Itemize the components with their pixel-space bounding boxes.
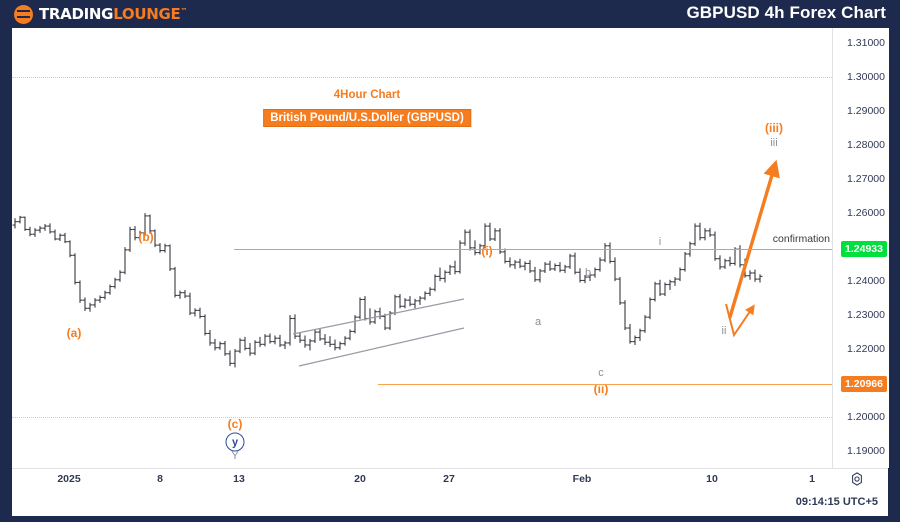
app-header: TRADINGLOUNGE™ GBPUSD 4h Forex Chart: [0, 0, 900, 28]
gridline: [12, 417, 832, 419]
clock-label: 09:14:15 UTC+5: [795, 496, 878, 508]
support-price-badge[interactable]: 1.20966: [841, 376, 887, 393]
wave-label: i: [658, 236, 662, 248]
plot-svg: [12, 159, 780, 368]
tradinglounge-logo-icon: [14, 4, 33, 24]
brand-word-primary: TRADING: [39, 5, 114, 23]
y-axis-tick: 1.28000: [847, 139, 885, 152]
status-bar: 09:14:15 UTC+5: [12, 490, 888, 516]
y-axis-tick: 1.19000: [847, 445, 885, 457]
chart-timeframe-label: 4Hour Chart: [333, 89, 401, 101]
y-axis-tick: 1.24000: [847, 275, 885, 288]
brand-logo[interactable]: TRADINGLOUNGE™: [14, 3, 187, 25]
gridline: [12, 77, 832, 79]
y-axis-tick: 1.31000: [847, 37, 885, 50]
wave-label: (a): [66, 326, 82, 340]
wave-label: Y: [231, 450, 239, 462]
y-axis-tick: 1.30000: [847, 71, 885, 84]
wedge-upper: [292, 298, 465, 335]
wave-label: (b): [138, 230, 154, 244]
chart-panel: 4Hour Chart British Pound/U.S.Doller (GB…: [12, 28, 889, 491]
x-axis-tick: 8: [157, 473, 163, 485]
wave-label-circle-y: y: [225, 432, 245, 452]
x-axis-tick: Feb: [572, 473, 592, 485]
brand-trademark: ™: [180, 7, 188, 15]
gear-icon[interactable]: [850, 472, 864, 491]
x-axis-tick: 20: [354, 473, 366, 485]
plot-area[interactable]: 4Hour Chart British Pound/U.S.Doller (GB…: [12, 28, 832, 468]
wave-label: b: [584, 267, 592, 279]
support-line[interactable]: [378, 384, 832, 386]
x-axis-tick: 1: [809, 473, 815, 485]
y-axis-tick: 1.27000: [847, 173, 885, 186]
x-axis[interactable]: 2025 8 13 20 27 Feb 10 1: [12, 468, 888, 491]
y-axis-tick: 1.23000: [847, 309, 885, 322]
x-axis-tick: 10: [706, 473, 718, 485]
wave-label: (B): [227, 466, 244, 468]
x-axis-tick: 2025: [57, 473, 81, 485]
wave-label: iii: [770, 137, 778, 149]
page-title: GBPUSD 4h Forex Chart: [686, 3, 886, 22]
wave-label: (ii): [593, 382, 609, 396]
y-axis-tick: 1.22000: [847, 343, 885, 356]
wedge-lower: [298, 327, 465, 367]
y-axis-tick: 1.29000: [847, 105, 885, 118]
ohlc-bar-series: [12, 213, 763, 368]
y-axis[interactable]: 1.31000 1.30000 1.29000 1.28000 1.27000 1.260…: [832, 28, 889, 468]
y-axis-tick: 1.26000: [847, 207, 885, 220]
y-axis-tick: 1.20000: [847, 411, 885, 424]
wave-label: (i): [481, 244, 493, 258]
impulse-projection-arrow: [728, 159, 780, 319]
wave-label: (c): [227, 417, 243, 431]
wave-label: ii: [721, 325, 727, 337]
wave-ii-zigzag-arrow: [725, 303, 755, 338]
brand-word-secondary: LOUNGE: [113, 5, 181, 23]
confirmation-label: confirmation: [772, 233, 830, 246]
chart-instrument-label: British Pound/U.S.Doller (GBPUSD): [263, 109, 471, 127]
x-axis-tick: 13: [233, 473, 245, 485]
wave-label: a: [534, 316, 542, 328]
brand-logo-text: TRADINGLOUNGE™: [39, 5, 187, 23]
confirmation-price-badge[interactable]: 1.24933: [841, 241, 887, 258]
wave-label: (iii): [765, 121, 783, 135]
confirmation-line[interactable]: [234, 249, 832, 251]
x-axis-tick: 27: [443, 473, 455, 485]
wave-label: c: [598, 367, 604, 379]
